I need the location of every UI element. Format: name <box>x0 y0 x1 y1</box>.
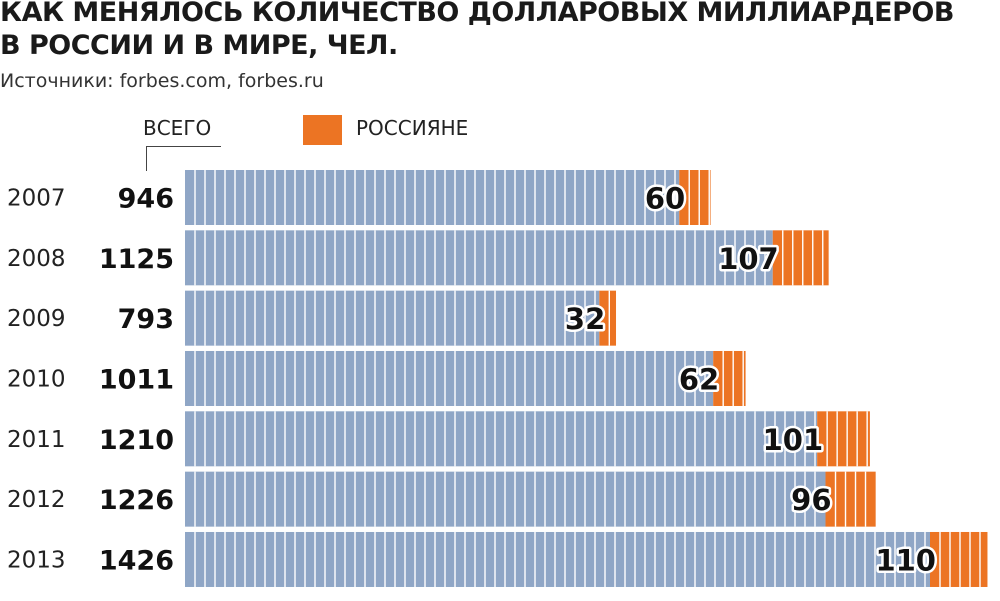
chart-title: КАК МЕНЯЛОСЬ КОЛИЧЕСТВО ДОЛЛАРОВЫХ МИЛЛИ… <box>0 0 1000 62</box>
total-bar-2010 <box>185 350 714 406</box>
chart-title-line-2: В РОССИИ И В МИРЕ, ЧЕЛ. <box>0 30 398 61</box>
chart-title-line-1: КАК МЕНЯЛОСЬ КОЛИЧЕСТВО ДОЛЛАРОВЫХ МИЛЛИ… <box>0 0 954 28</box>
year-label-2008: 2008 <box>7 246 66 272</box>
total-value-label-2009: 793 <box>118 304 174 335</box>
russian-value-label-2011: 101 <box>763 423 824 457</box>
total-value-label-2010: 1011 <box>99 364 174 395</box>
russian-bar-2011 <box>817 411 870 467</box>
year-label-2009: 2009 <box>7 306 66 332</box>
russian-bar-2012 <box>825 471 876 527</box>
russian-value-label-2007: 60 <box>645 182 685 216</box>
total-value-label-2007: 946 <box>118 184 174 215</box>
russian-value-label-2013: 110 <box>875 543 936 577</box>
russian-value-label-2012: 96 <box>791 483 831 517</box>
bar-row-2013 <box>185 531 988 587</box>
legend-russian-swatch <box>303 115 342 145</box>
legend-total-bracket <box>146 146 221 171</box>
russian-bar-2013 <box>930 531 988 587</box>
russian-bar-2009 <box>599 290 617 346</box>
total-bar-2007 <box>185 170 680 225</box>
year-label-2010: 2010 <box>7 366 66 392</box>
total-bar-2009 <box>185 290 600 346</box>
bar-row-2012 <box>185 471 876 527</box>
legend-russian-label: РОССИЯНЕ <box>356 116 469 140</box>
total-value-label-2012: 1226 <box>99 485 174 516</box>
total-value-label-2008: 1125 <box>99 244 174 275</box>
bar-row-2008 <box>185 230 829 286</box>
russian-bar-2007 <box>679 170 711 225</box>
russian-bar-2010 <box>713 350 746 406</box>
bar-row-2011 <box>185 411 870 467</box>
year-label-2013: 2013 <box>7 547 66 573</box>
source-note: Источники: forbes.com, forbes.ru <box>0 70 324 92</box>
total-value-label-2011: 1210 <box>99 425 174 456</box>
year-label-2007: 2007 <box>7 186 66 212</box>
russian-value-label-2009: 32 <box>565 302 605 336</box>
year-label-2011: 2011 <box>7 427 66 453</box>
bar-row-2010 <box>185 350 746 406</box>
total-value-label-2013: 1426 <box>99 545 174 576</box>
russian-value-label-2010: 62 <box>679 362 719 396</box>
total-bar-2013 <box>185 531 930 587</box>
legend-total-label: ВСЕГО <box>143 116 212 140</box>
bar-row-2009 <box>185 290 617 346</box>
year-label-2012: 2012 <box>7 487 66 513</box>
total-bar-2011 <box>185 411 818 467</box>
russian-bar-2008 <box>772 230 829 286</box>
bar-row-2007 <box>185 170 711 225</box>
russian-value-label-2008: 107 <box>718 242 779 276</box>
